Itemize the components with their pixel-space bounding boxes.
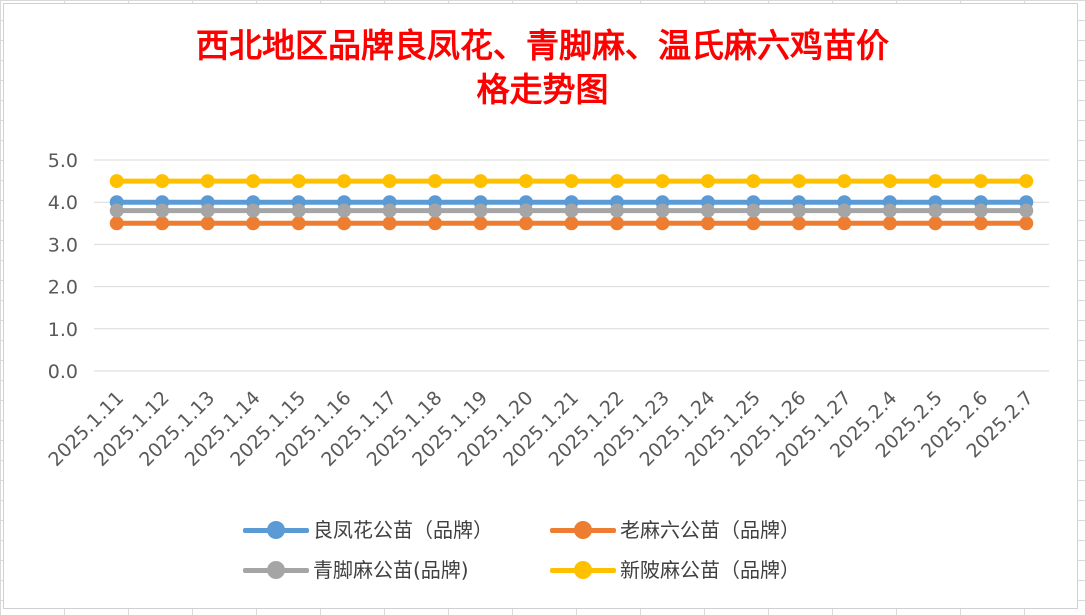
series-2-point-2 — [200, 216, 215, 231]
series-3-point-15 — [791, 203, 806, 218]
series-3-point-19 — [973, 203, 988, 218]
chart-area[interactable] — [3, 3, 1078, 609]
series-2-point-13 — [700, 216, 715, 231]
legend-swatch-series-4 — [550, 560, 616, 580]
series-2-point-7 — [428, 216, 443, 231]
legend-swatch-series-2 — [550, 520, 616, 540]
y-tick-label-2: 2.0 — [48, 277, 78, 299]
series-3-point-10 — [564, 203, 579, 218]
series-4-point-9 — [519, 174, 534, 189]
series-4-point-3 — [246, 174, 261, 189]
series-2-point-3 — [246, 216, 261, 231]
series-2-point-15 — [791, 216, 806, 231]
series-2-point-11 — [609, 216, 624, 231]
legend-swatch-series-3 — [243, 560, 309, 580]
series-2-point-14 — [746, 216, 761, 231]
series-4-point-19 — [973, 174, 988, 189]
series-4-point-15 — [791, 174, 806, 189]
series-4-point-0 — [109, 174, 124, 189]
series-3-point-4 — [291, 203, 306, 218]
series-4-point-7 — [428, 174, 443, 189]
series-3-point-17 — [882, 203, 897, 218]
legend-item-series-1: 良凤花公苗（品牌） — [243, 518, 493, 542]
series-4-point-1 — [155, 174, 170, 189]
chart-title: 西北地区品牌良凤花、青脚麻、温氏麻六鸡苗价 格走势图 — [0, 24, 1085, 112]
y-tick-label-0: 0.0 — [48, 361, 78, 383]
series-2-point-0 — [109, 216, 124, 231]
series-4-point-5 — [337, 174, 352, 189]
series-4-point-11 — [609, 174, 624, 189]
legend-item-series-3: 青脚麻公苗(品牌) — [243, 558, 469, 582]
series-4-point-17 — [882, 174, 897, 189]
y-tick-label-1: 1.0 — [48, 319, 78, 341]
series-4-point-16 — [837, 174, 852, 189]
series-3-point-11 — [609, 203, 624, 218]
series-3-point-2 — [200, 203, 215, 218]
series-3-point-1 — [155, 203, 170, 218]
series-4-point-18 — [928, 174, 943, 189]
series-3-point-16 — [837, 203, 852, 218]
chart-title-line-1: 西北地区品牌良凤花、青脚麻、温氏麻六鸡苗价 — [196, 26, 889, 65]
chart-legend: 良凤花公苗（品牌） 老麻六公苗（品牌） 青脚麻公苗(品牌) 新陂麻公苗（品牌） — [0, 510, 1085, 590]
chart-title-line-2: 格走势图 — [476, 70, 609, 109]
series-4-point-4 — [291, 174, 306, 189]
series-2-point-9 — [519, 216, 534, 231]
series-4-point-20 — [1019, 174, 1034, 189]
legend-swatch-series-1 — [243, 520, 309, 540]
legend-label-series-2: 老麻六公苗（品牌） — [620, 518, 800, 542]
legend-item-series-4: 新陂麻公苗（品牌） — [550, 558, 800, 582]
legend-label-series-4: 新陂麻公苗（品牌） — [620, 558, 800, 582]
series-2-point-5 — [337, 216, 352, 231]
series-2-point-1 — [155, 216, 170, 231]
series-2-point-8 — [473, 216, 488, 231]
series-4-point-10 — [564, 174, 579, 189]
series-3-point-3 — [246, 203, 261, 218]
series-3-point-14 — [746, 203, 761, 218]
series-2-point-6 — [382, 216, 397, 231]
series-3-point-6 — [382, 203, 397, 218]
series-2-point-20 — [1019, 216, 1034, 231]
series-4-point-14 — [746, 174, 761, 189]
series-4-point-12 — [655, 174, 670, 189]
series-2-point-18 — [928, 216, 943, 231]
series-3-point-5 — [337, 203, 352, 218]
series-2-point-17 — [882, 216, 897, 231]
y-tick-label-5: 5.0 — [48, 150, 78, 172]
legend-label-series-3: 青脚麻公苗(品牌) — [313, 558, 469, 582]
series-4-point-8 — [473, 174, 488, 189]
series-3-point-12 — [655, 203, 670, 218]
legend-label-series-1: 良凤花公苗（品牌） — [313, 518, 493, 542]
series-3-point-0 — [109, 203, 124, 218]
series-3-point-8 — [473, 203, 488, 218]
series-2-point-16 — [837, 216, 852, 231]
series-4-point-6 — [382, 174, 397, 189]
series-3-point-9 — [519, 203, 534, 218]
y-tick-label-3: 3.0 — [48, 234, 78, 256]
series-2-point-4 — [291, 216, 306, 231]
series-4-point-2 — [200, 174, 215, 189]
series-4-point-13 — [700, 174, 715, 189]
series-3-point-13 — [700, 203, 715, 218]
y-tick-label-4: 4.0 — [48, 192, 78, 214]
series-2-point-19 — [973, 216, 988, 231]
legend-item-series-2: 老麻六公苗（品牌） — [550, 518, 800, 542]
series-3-point-7 — [428, 203, 443, 218]
series-2-point-10 — [564, 216, 579, 231]
series-3-point-20 — [1019, 203, 1034, 218]
series-2-point-12 — [655, 216, 670, 231]
series-3-point-18 — [928, 203, 943, 218]
